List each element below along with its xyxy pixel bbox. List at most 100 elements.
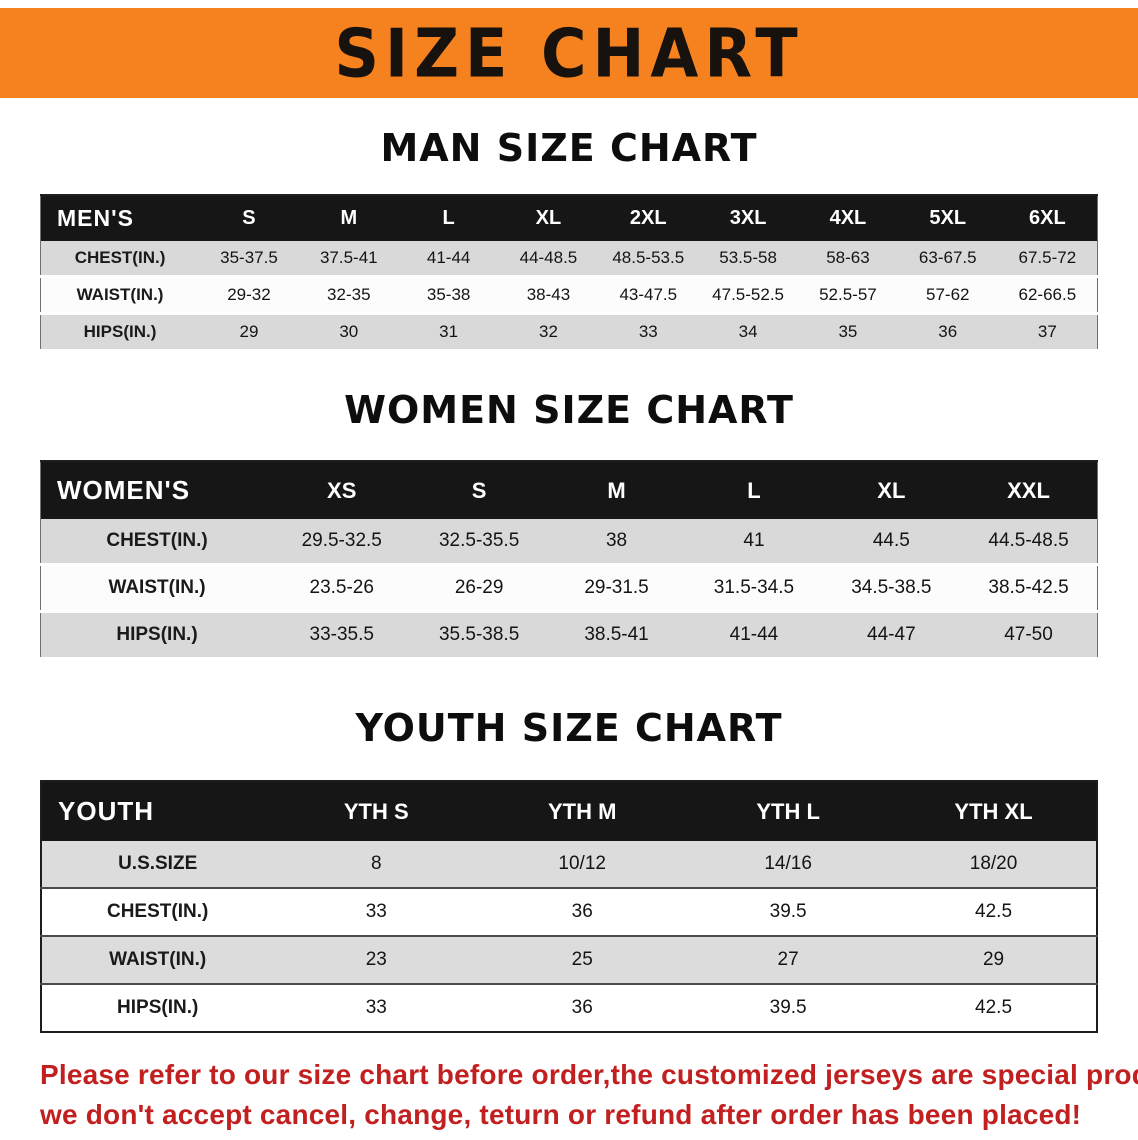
size-value: 43-47.5 bbox=[619, 285, 678, 304]
size-value: 29 bbox=[239, 322, 259, 341]
size-column-header: YTH M bbox=[479, 781, 686, 841]
size-value: 38.5-41 bbox=[584, 624, 649, 645]
size-column-header: XS bbox=[273, 461, 411, 519]
size-value: 41 bbox=[743, 530, 765, 551]
size-value: 39.5 bbox=[769, 997, 807, 1018]
size-value: 63-67.5 bbox=[918, 248, 977, 267]
table-row: WAIST(IN.) 23 25 27 29 bbox=[41, 936, 1097, 984]
disclaimer-line-2: we don't accept cancel, change, teturn o… bbox=[40, 1098, 1082, 1130]
size-value: 53.5-58 bbox=[719, 248, 777, 267]
size-value: 39.5 bbox=[769, 901, 807, 922]
size-value: 32 bbox=[538, 322, 558, 341]
size-column-header: M bbox=[547, 461, 686, 519]
size-value: 23 bbox=[365, 949, 387, 970]
size-value: 38.5-42.5 bbox=[988, 577, 1069, 598]
table-row: CHEST(IN.) 33 36 39.5 42.5 bbox=[41, 888, 1097, 936]
size-value: 36 bbox=[938, 322, 958, 341]
size-column-header: S bbox=[199, 195, 299, 241]
men-section-heading: MAN SIZE CHART bbox=[380, 126, 758, 170]
row-label: CHEST(IN.) bbox=[74, 248, 166, 267]
men-size-section: MAN SIZE CHART MEN'S S M L XL 2XL 3XL 4XL 5XL 6XL… bbox=[0, 126, 1138, 352]
size-column-header: YTH L bbox=[685, 781, 892, 841]
size-value: 48.5-53.5 bbox=[612, 248, 685, 267]
size-value: 44.5 bbox=[872, 530, 910, 551]
women-size-table: WOMEN'S XS S M L XL XXL CHEST(IN.) 29.5-32.5 32.5… bbox=[40, 460, 1098, 660]
size-value: 42.5 bbox=[975, 901, 1013, 922]
disclaimer: Please refer to our size chart before or… bbox=[40, 1055, 1138, 1135]
table-header-row: YOUTH YTH S YTH M YTH L YTH XL bbox=[41, 781, 1097, 841]
size-value: 67.5-72 bbox=[1018, 248, 1077, 267]
row-label: WAIST(IN.) bbox=[108, 577, 206, 598]
table-title-cell: WOMEN'S bbox=[40, 461, 274, 519]
table-row: WAIST(IN.) 23.5-26 26-29 29-31.5 31.5-34.5 34… bbox=[40, 564, 1098, 612]
size-value: 34 bbox=[738, 322, 758, 341]
row-label: U.S.SIZE bbox=[118, 853, 198, 874]
table-header-row: WOMEN'S XS S M L XL XXL bbox=[40, 461, 1098, 519]
size-value: 23.5-26 bbox=[309, 577, 374, 598]
size-value: 57-62 bbox=[926, 285, 970, 304]
size-value: 29-32 bbox=[227, 285, 271, 304]
size-value: 31 bbox=[439, 322, 459, 341]
size-chart-banner: SIZE CHART bbox=[0, 8, 1138, 98]
table-row: HIPS(IN.) 33-35.5 35.5-38.5 38.5-41 41-44 44-… bbox=[40, 611, 1098, 659]
size-column-header: L bbox=[685, 461, 823, 519]
size-value: 30 bbox=[339, 322, 359, 341]
table-row: U.S.SIZE 8 10/12 14/16 18/20 bbox=[41, 841, 1097, 888]
row-label: WAIST(IN.) bbox=[76, 285, 164, 304]
size-column-header: L bbox=[398, 195, 499, 241]
size-value: 33 bbox=[365, 901, 387, 922]
size-value: 14/16 bbox=[764, 853, 812, 874]
table-title-cell: MEN'S bbox=[40, 195, 200, 241]
size-column-header: 4XL bbox=[798, 195, 898, 241]
size-value: 35 bbox=[838, 322, 858, 341]
size-value: 8 bbox=[370, 853, 382, 874]
size-value: 47-50 bbox=[1004, 624, 1053, 645]
size-value: 32-35 bbox=[327, 285, 371, 304]
size-value: 38-43 bbox=[526, 285, 571, 304]
size-value: 42.5 bbox=[975, 997, 1013, 1018]
size-value: 37 bbox=[1037, 322, 1057, 341]
size-value: 52.5-57 bbox=[819, 285, 877, 304]
men-size-table: MEN'S S M L XL 2XL 3XL 4XL 5XL 6XL CHEST(IN.) 35-37… bbox=[40, 194, 1098, 352]
size-column-header: YTH S bbox=[273, 781, 480, 841]
table-row: CHEST(IN.) 35-37.5 37.5-41 41-44 44-48.5 48.5… bbox=[40, 241, 1098, 277]
table-title-cell: YOUTH bbox=[41, 781, 274, 841]
size-column-header: XL bbox=[822, 461, 961, 519]
row-label: HIPS(IN.) bbox=[116, 624, 198, 645]
size-value: 47.5-52.5 bbox=[712, 285, 785, 304]
size-value: 62-66.5 bbox=[1018, 285, 1077, 304]
women-size-section: WOMEN SIZE CHART WOMEN'S XS S M L XL XXL CHEST(… bbox=[0, 388, 1138, 660]
size-column-header: S bbox=[410, 461, 548, 519]
size-value: 34.5-38.5 bbox=[851, 577, 932, 598]
size-value: 29-31.5 bbox=[584, 577, 649, 598]
size-value: 58-63 bbox=[826, 248, 870, 267]
youth-size-table: YOUTH YTH S YTH M YTH L YTH XL U.S.SIZE 8 10/12… bbox=[40, 780, 1098, 1033]
size-column-header: XL bbox=[498, 195, 599, 241]
row-label: WAIST(IN.) bbox=[109, 949, 207, 970]
women-section-heading: WOMEN SIZE CHART bbox=[344, 388, 794, 432]
row-label: HIPS(IN.) bbox=[117, 997, 199, 1018]
size-value: 36 bbox=[571, 901, 593, 922]
size-value: 18/20 bbox=[969, 853, 1018, 874]
size-value: 44-48.5 bbox=[519, 248, 578, 267]
size-value: 41-44 bbox=[729, 624, 779, 645]
size-value: 33 bbox=[365, 997, 387, 1018]
table-header-row: MEN'S S M L XL 2XL 3XL 4XL 5XL 6XL bbox=[40, 195, 1098, 241]
size-column-header: 3XL bbox=[698, 195, 799, 241]
size-value: 29 bbox=[982, 949, 1005, 970]
size-value: 41-44 bbox=[426, 248, 471, 267]
size-value: 10/12 bbox=[558, 853, 606, 874]
size-value: 27 bbox=[777, 949, 799, 970]
size-value: 33-35.5 bbox=[309, 624, 374, 645]
size-value: 26-29 bbox=[454, 577, 504, 598]
size-chart-page: SIZE CHART MAN SIZE CHART MEN'S S M L XL 2XL 3… bbox=[0, 8, 1138, 1140]
size-value: 36 bbox=[571, 997, 593, 1018]
size-value: 35-38 bbox=[426, 285, 471, 304]
size-value: 37.5-41 bbox=[319, 248, 378, 267]
size-column-header: XXL bbox=[960, 461, 1098, 519]
table-row: CHEST(IN.) 29.5-32.5 32.5-35.5 38 41 44.5 44.5… bbox=[40, 519, 1098, 565]
row-label: CHEST(IN.) bbox=[106, 530, 208, 551]
size-value: 38 bbox=[605, 530, 628, 551]
size-value: 32.5-35.5 bbox=[438, 530, 520, 551]
size-value: 44.5-48.5 bbox=[988, 530, 1069, 551]
